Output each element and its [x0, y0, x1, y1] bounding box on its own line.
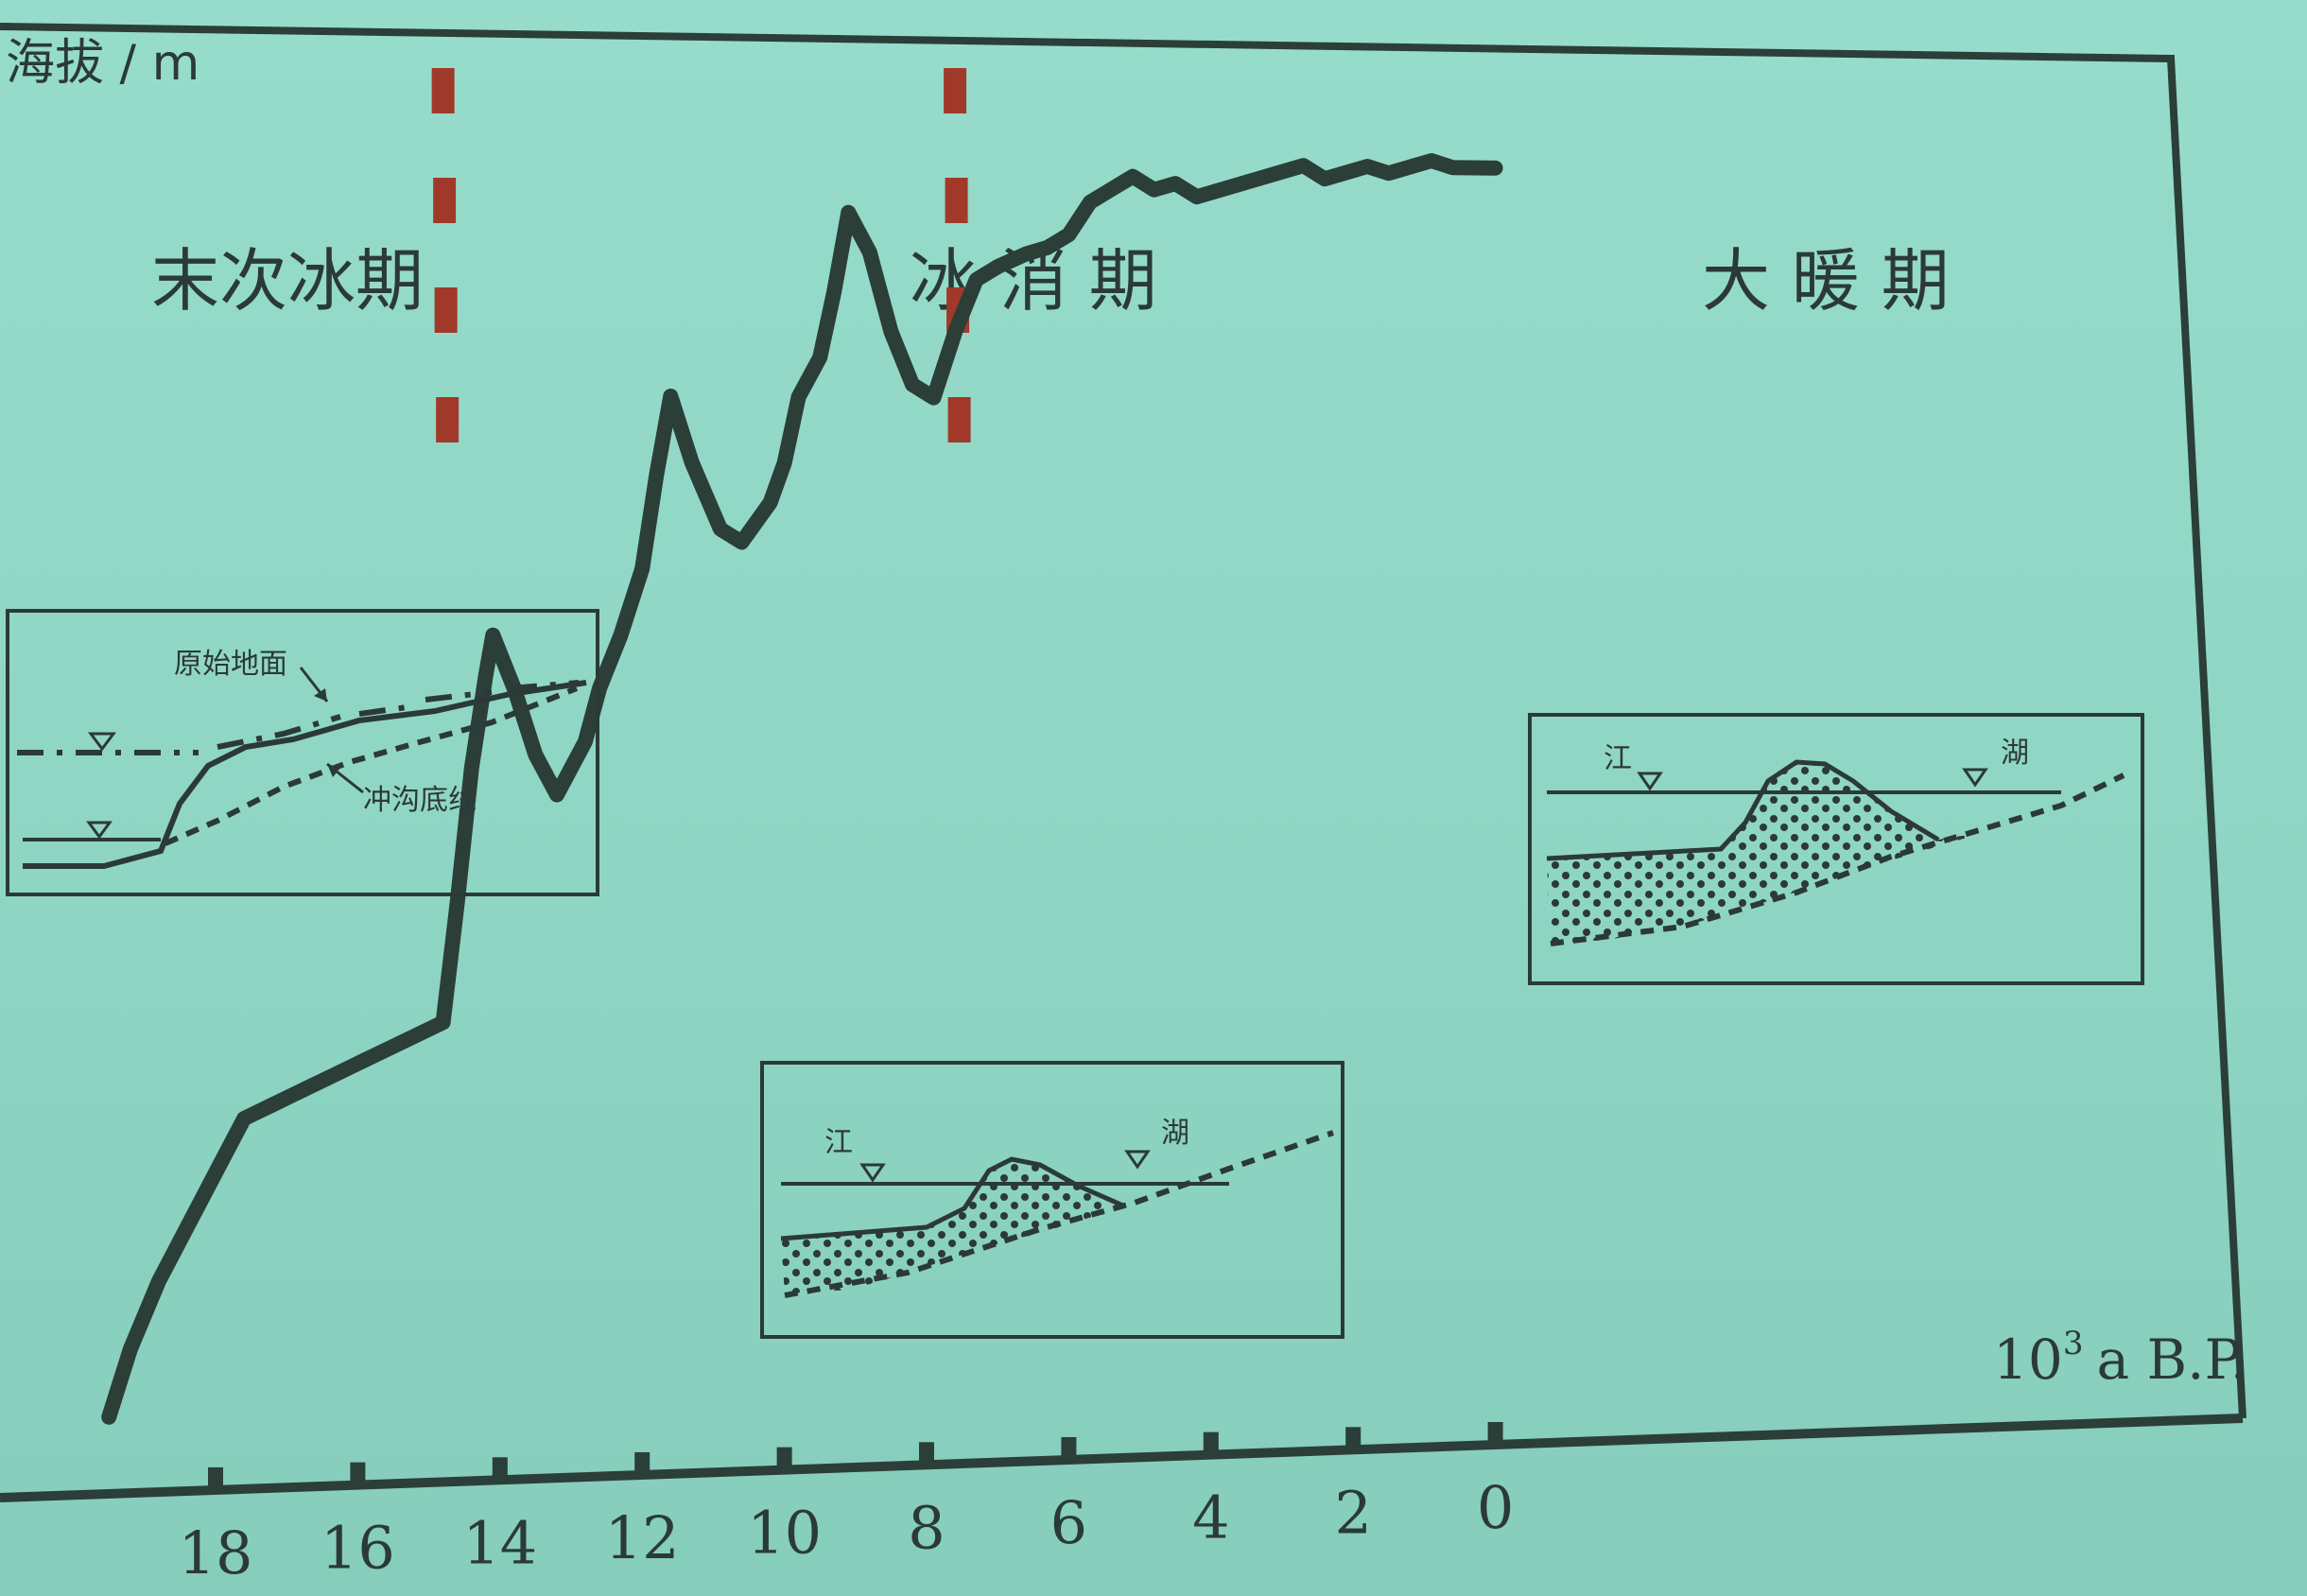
x-axis-label-unit: a B.P. [2096, 1327, 2247, 1392]
river-label: 江 [824, 1126, 853, 1159]
x-tick-mark [208, 1466, 223, 1488]
dotted-sediment [1547, 762, 1986, 944]
channel-bank-line [23, 680, 587, 869]
x-tick-label: 14 [462, 1508, 537, 1577]
period-boundary-mark [945, 178, 968, 223]
period-boundary-mark [947, 397, 971, 442]
x-axis-label-base: 10 [1993, 1327, 2063, 1392]
period-boundary-mark [431, 68, 455, 113]
period-boundary-mark [436, 397, 460, 442]
plot-frame [0, 23, 2246, 1502]
x-axis-label-exp: 3 [2063, 1325, 2084, 1362]
x-tick-mark [1487, 1421, 1503, 1443]
x-axis-label: 103 a B.P. [1993, 1325, 2247, 1392]
x-axis-line [0, 1414, 2244, 1502]
channel-bottom-line [164, 685, 579, 846]
x-tick-mark [350, 1462, 366, 1483]
x-tick-mark [492, 1457, 508, 1479]
water-symbol-upper [88, 732, 116, 752]
x-tick-mark [1061, 1436, 1077, 1458]
river-water-symbol [1637, 772, 1663, 791]
sea-level-line [101, 153, 1503, 1425]
lake-label: 湖 [1161, 1117, 1189, 1150]
x-tick-mark [919, 1442, 934, 1464]
y-axis-label: 海拔 / m [6, 35, 199, 92]
original-surface-line [17, 680, 580, 755]
dotted-sediment [781, 1159, 1125, 1293]
water-symbol-lower [86, 821, 113, 840]
slope-line [1550, 772, 2125, 946]
period-boundary-mark [434, 287, 458, 333]
period-label-warm: 大 暖 期 [1702, 241, 1950, 321]
river-label: 江 [1604, 742, 1632, 775]
x-axis-ticks: 18 16 14 12 10 8 6 4 2 0 [179, 1421, 1514, 1587]
inset-deglacial: 江 湖 [760, 1061, 1344, 1339]
lake-water-symbol [1124, 1150, 1151, 1170]
period-boundary-mark [433, 178, 457, 223]
x-tick-mark [776, 1447, 792, 1468]
x-tick-label: 18 [179, 1518, 253, 1587]
sea-level-series [101, 153, 1503, 1425]
lake-label: 湖 [2001, 737, 2029, 770]
x-tick-label: 10 [747, 1499, 822, 1568]
x-tick-label: 12 [605, 1503, 680, 1572]
inset-warm: 江 湖 [1528, 713, 2144, 985]
x-tick-mark [634, 1451, 650, 1473]
x-tick-label: 0 [1477, 1473, 1514, 1542]
x-tick-mark [1203, 1431, 1219, 1453]
lake-water-symbol [1962, 768, 1988, 788]
x-tick-label: 16 [321, 1514, 395, 1583]
river-water-symbol [859, 1163, 886, 1183]
plot-frame-top-right [0, 23, 2246, 1419]
x-tick-mark [1345, 1427, 1362, 1449]
x-tick-label: 6 [1050, 1488, 1087, 1557]
x-tick-label: 8 [908, 1493, 945, 1562]
ground-line [1546, 759, 1940, 861]
x-tick-label: 2 [1334, 1478, 1371, 1547]
original-surface-label: 原始地面 [174, 648, 287, 681]
period-label-glacial: 末次冰期 [151, 241, 424, 321]
inset-glacial: 原始地面 冲沟底线 [6, 609, 599, 896]
channel-bottom-label: 冲沟底线 [363, 784, 477, 817]
period-boundaries [431, 68, 971, 442]
period-boundary-mark [944, 68, 967, 113]
x-tick-label: 4 [1192, 1483, 1229, 1553]
slope-line [784, 1130, 1334, 1298]
